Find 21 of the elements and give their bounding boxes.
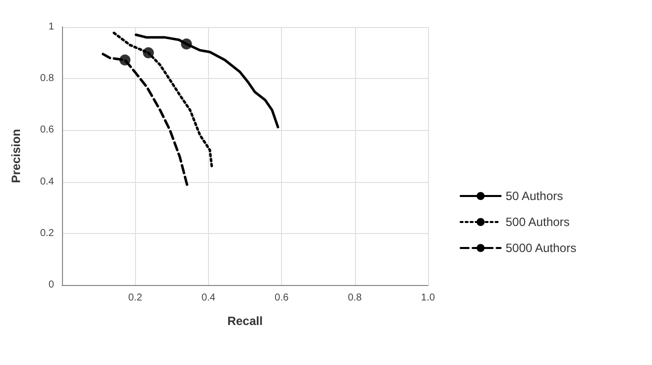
line-series	[112, 32, 214, 170]
x-axis-title: Recall	[227, 314, 263, 328]
x-tick-label: 0.4	[201, 292, 216, 304]
point	[119, 54, 130, 66]
line-series	[134, 33, 280, 128]
point	[180, 38, 192, 50]
y-tick-label: 0.6	[40, 124, 54, 136]
point	[142, 47, 154, 58]
legend-label: 500 Authors	[506, 215, 570, 229]
x-tick-label: 0.8	[348, 292, 362, 304]
y-tick-label: 0	[48, 280, 54, 290]
x-tick-label: 1.0	[421, 292, 436, 304]
y-tick-label: 0.8	[40, 73, 54, 84]
y-tick-label: 0.2	[40, 228, 54, 239]
y-tick-label: 0.4	[40, 176, 54, 188]
legend-label: 50 Authors	[506, 189, 563, 203]
legend-label: 5000 Authors	[506, 241, 576, 255]
y-tick-label: 1	[48, 22, 54, 32]
y-axis-title: Precision	[9, 128, 23, 184]
x-tick-label: 0.2	[128, 292, 143, 304]
x-tick-label: 0.6	[274, 292, 289, 304]
